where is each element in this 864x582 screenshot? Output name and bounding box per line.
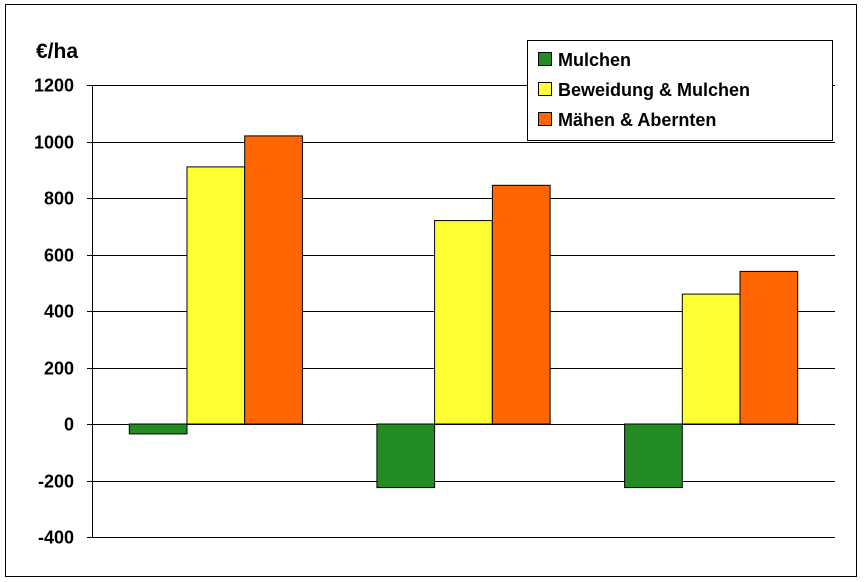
legend-label: Mähen & Abernten (558, 110, 716, 130)
y-tick-label: -400 (38, 528, 74, 548)
bar (491, 184, 551, 425)
bars (128, 135, 799, 489)
legend-swatch (538, 112, 552, 126)
bar (434, 220, 493, 425)
y-axis: -400 -200 0 200 400 600 800 1000 1200 (34, 76, 93, 548)
y-tick-label: 800 (44, 189, 74, 209)
bar (739, 270, 799, 425)
unit-label: €/ha (36, 40, 78, 63)
y-tick-label: -200 (38, 472, 74, 492)
legend-swatch (538, 52, 552, 66)
bar (128, 423, 188, 435)
legend-box (527, 40, 833, 141)
y-tick-label: 200 (44, 359, 74, 379)
bar (186, 166, 246, 425)
y-tick-label: 1000 (34, 133, 74, 153)
legend-label: Beweidung & Mulchen (558, 80, 750, 100)
bar (681, 293, 741, 425)
legend: Mulchen Beweidung & Mulchen Mähen & Abernt… (527, 40, 833, 141)
y-tick-label: 400 (44, 302, 74, 322)
bar (244, 135, 303, 425)
y-tick-label: 1200 (34, 76, 74, 96)
legend-swatch (538, 82, 552, 96)
y-tick-label: 600 (44, 246, 74, 266)
y-tick-label: 0 (64, 415, 74, 435)
legend-label: Mulchen (558, 50, 631, 70)
bar (624, 423, 683, 489)
bar (376, 423, 436, 489)
